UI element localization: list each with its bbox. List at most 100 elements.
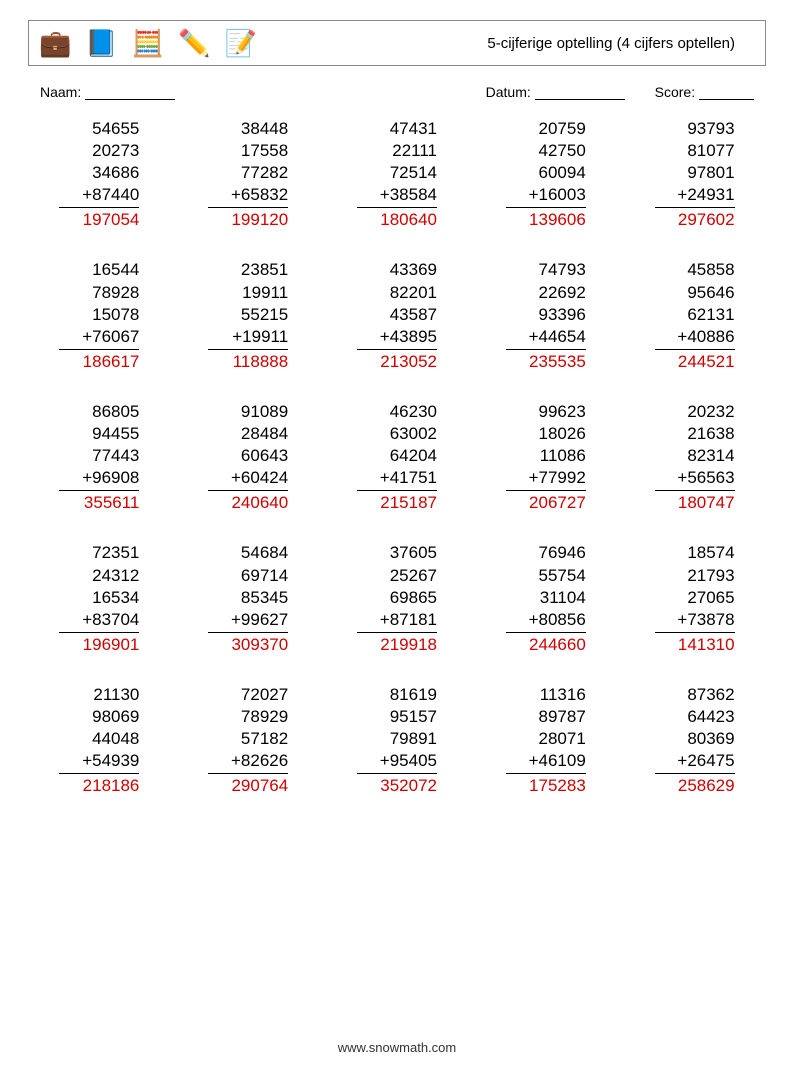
addend: 28071 bbox=[506, 728, 586, 750]
addend: 72514 bbox=[357, 162, 437, 184]
addend: 91089 bbox=[208, 401, 288, 423]
answer: 235535 bbox=[506, 350, 586, 373]
addend: 28484 bbox=[208, 423, 288, 445]
addend: 69714 bbox=[208, 565, 288, 587]
addend: 81619 bbox=[357, 684, 437, 706]
last-addend: +46109 bbox=[506, 750, 586, 774]
last-addend: +95405 bbox=[357, 750, 437, 774]
addition-problem: 937938107797801+24931297602 bbox=[655, 118, 735, 231]
addend: 45858 bbox=[655, 259, 735, 281]
addend: 95157 bbox=[357, 706, 437, 728]
addend: 80369 bbox=[655, 728, 735, 750]
last-addend: +38584 bbox=[357, 184, 437, 208]
answer: 258629 bbox=[655, 774, 735, 797]
addend: 20273 bbox=[59, 140, 139, 162]
addition-problem: 462306300264204+41751215187 bbox=[357, 401, 437, 514]
addition-problem: 202322163882314+56563180747 bbox=[655, 401, 735, 514]
last-addend: +44654 bbox=[506, 326, 586, 350]
last-addend: +73878 bbox=[655, 609, 735, 633]
answer: 218186 bbox=[59, 774, 139, 797]
addend: 46230 bbox=[357, 401, 437, 423]
last-addend: +82626 bbox=[208, 750, 288, 774]
last-addend: +83704 bbox=[59, 609, 139, 633]
addend: 97801 bbox=[655, 162, 735, 184]
last-addend: +43895 bbox=[357, 326, 437, 350]
addend: 87362 bbox=[655, 684, 735, 706]
answer: 196901 bbox=[59, 633, 139, 656]
addend: 43369 bbox=[357, 259, 437, 281]
addition-problem: 996231802611086+77992206727 bbox=[506, 401, 586, 514]
addend: 64204 bbox=[357, 445, 437, 467]
addend: 43587 bbox=[357, 304, 437, 326]
name-label: Naam: bbox=[40, 84, 81, 100]
addend: 17558 bbox=[208, 140, 288, 162]
book-icon: 📘 bbox=[85, 30, 117, 56]
addend: 38448 bbox=[208, 118, 288, 140]
answer: 199120 bbox=[208, 208, 288, 231]
problems-grid: 546552027334686+874401970543844817558772… bbox=[50, 118, 744, 797]
answer: 139606 bbox=[506, 208, 586, 231]
addend: 54655 bbox=[59, 118, 139, 140]
addend: 24312 bbox=[59, 565, 139, 587]
addend: 15078 bbox=[59, 304, 139, 326]
addend: 21130 bbox=[59, 684, 139, 706]
addend: 44048 bbox=[59, 728, 139, 750]
addend: 55215 bbox=[208, 304, 288, 326]
addition-problem: 207594275060094+16003139606 bbox=[506, 118, 586, 231]
answer: 244521 bbox=[655, 350, 735, 373]
addend: 37605 bbox=[357, 542, 437, 564]
addend: 42750 bbox=[506, 140, 586, 162]
last-addend: +60424 bbox=[208, 467, 288, 491]
name-blank bbox=[85, 85, 175, 100]
addend: 99623 bbox=[506, 401, 586, 423]
addend: 81077 bbox=[655, 140, 735, 162]
addend: 25267 bbox=[357, 565, 437, 587]
last-addend: +26475 bbox=[655, 750, 735, 774]
addition-problem: 211309806944048+54939218186 bbox=[59, 684, 139, 797]
answer: 297602 bbox=[655, 208, 735, 231]
addend: 64423 bbox=[655, 706, 735, 728]
worksheet-title: 5-cijferige optelling (4 cijfers optelle… bbox=[487, 35, 735, 52]
addend: 72351 bbox=[59, 542, 139, 564]
addition-problem: 113168978728071+46109175283 bbox=[506, 684, 586, 797]
addend: 54684 bbox=[208, 542, 288, 564]
addition-problem: 474312211172514+38584180640 bbox=[357, 118, 437, 231]
answer: 244660 bbox=[506, 633, 586, 656]
addend: 82314 bbox=[655, 445, 735, 467]
addend: 20232 bbox=[655, 401, 735, 423]
addend: 20759 bbox=[506, 118, 586, 140]
addition-problem: 868059445577443+96908355611 bbox=[59, 401, 139, 514]
answer: 309370 bbox=[208, 633, 288, 656]
addend: 76946 bbox=[506, 542, 586, 564]
last-addend: +80856 bbox=[506, 609, 586, 633]
addend: 22111 bbox=[357, 140, 437, 162]
last-addend: +96908 bbox=[59, 467, 139, 491]
answer: 175283 bbox=[506, 774, 586, 797]
answer: 206727 bbox=[506, 491, 586, 514]
answer: 141310 bbox=[655, 633, 735, 656]
addend: 16544 bbox=[59, 259, 139, 281]
addend: 77443 bbox=[59, 445, 139, 467]
answer: 213052 bbox=[357, 350, 437, 373]
addend: 21638 bbox=[655, 423, 735, 445]
last-addend: +77992 bbox=[506, 467, 586, 491]
answer: 240640 bbox=[208, 491, 288, 514]
addend: 18574 bbox=[655, 542, 735, 564]
answer: 118888 bbox=[208, 350, 288, 373]
addend: 60643 bbox=[208, 445, 288, 467]
answer: 219918 bbox=[357, 633, 437, 656]
addition-problem: 747932269293396+44654235535 bbox=[506, 259, 586, 372]
last-addend: +40886 bbox=[655, 326, 735, 350]
addend: 94455 bbox=[59, 423, 139, 445]
addend: 57182 bbox=[208, 728, 288, 750]
answer: 290764 bbox=[208, 774, 288, 797]
addend: 78928 bbox=[59, 282, 139, 304]
addition-problem: 769465575431104+80856244660 bbox=[506, 542, 586, 655]
addend: 89787 bbox=[506, 706, 586, 728]
answer: 180640 bbox=[357, 208, 437, 231]
addition-problem: 816199515779891+95405352072 bbox=[357, 684, 437, 797]
addend: 85345 bbox=[208, 587, 288, 609]
addition-problem: 384481755877282+65832199120 bbox=[208, 118, 288, 231]
addend: 11086 bbox=[506, 445, 586, 467]
addend: 74793 bbox=[506, 259, 586, 281]
